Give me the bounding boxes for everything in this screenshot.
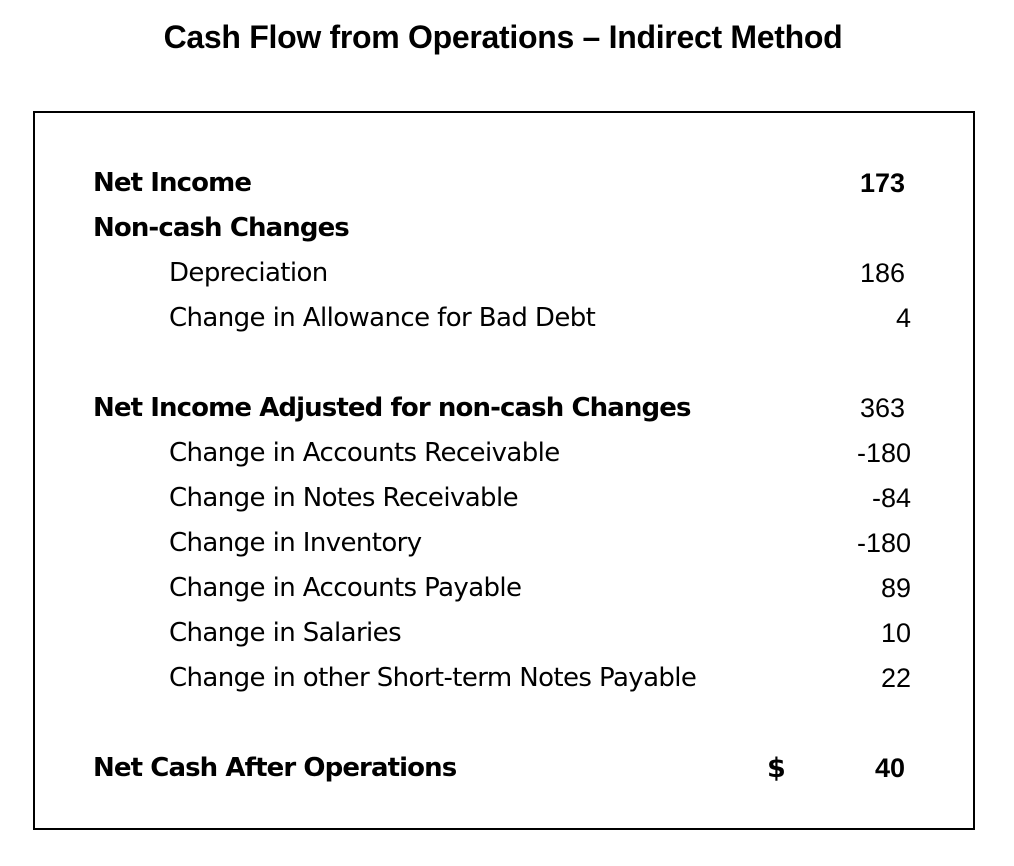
adjusted-net-income-value: 363 (859, 393, 905, 423)
inventory-row: Change in Inventory -180 (35, 521, 973, 566)
salaries-label: Change in Salaries (169, 618, 402, 648)
short-term-notes-label: Change in other Short-term Notes Payable (169, 663, 697, 693)
salaries-row: Change in Salaries 10 (35, 611, 973, 656)
notes-receivable-value: -84 (871, 483, 911, 513)
accounts-payable-value: 89 (880, 573, 911, 603)
page-title: Cash Flow from Operations – Indirect Met… (163, 19, 843, 55)
accounts-payable-label: Change in Accounts Payable (169, 573, 522, 603)
inventory-value: -180 (856, 528, 911, 558)
adjusted-net-income-row: Net Income Adjusted for non-cash Changes… (35, 386, 973, 431)
depreciation-value: 186 (859, 258, 905, 288)
bad-debt-value: 4 (895, 303, 911, 333)
net-income-value: 173 (859, 168, 905, 198)
depreciation-label: Depreciation (169, 258, 328, 288)
accounts-payable-row: Change in Accounts Payable 89 (35, 566, 973, 611)
accounts-receivable-row: Change in Accounts Receivable -180 (35, 431, 973, 476)
notes-receivable-label: Change in Notes Receivable (169, 483, 519, 513)
cash-flow-statement: Net Income 173 Non-cash Changes Deprecia… (33, 111, 975, 830)
net-cash-row: Net Cash After Operations $ 40 (35, 746, 973, 791)
currency-symbol: $ (767, 753, 786, 784)
notes-receivable-row: Change in Notes Receivable -84 (35, 476, 973, 521)
non-cash-header-label: Non-cash Changes (93, 213, 350, 243)
net-cash-value: 40 (874, 753, 905, 783)
bad-debt-label: Change in Allowance for Bad Debt (169, 303, 596, 333)
net-income-row: Net Income 173 (35, 161, 973, 206)
non-cash-header-row: Non-cash Changes (35, 206, 973, 251)
depreciation-row: Depreciation 186 (35, 251, 973, 296)
inventory-label: Change in Inventory (169, 528, 422, 558)
adjusted-net-income-label: Net Income Adjusted for non-cash Changes (93, 393, 691, 423)
net-cash-label: Net Cash After Operations (93, 753, 457, 783)
accounts-receivable-label: Change in Accounts Receivable (169, 438, 560, 468)
short-term-notes-value: 22 (880, 663, 911, 693)
bad-debt-row: Change in Allowance for Bad Debt 4 (35, 296, 973, 341)
net-income-label: Net Income (93, 168, 252, 198)
short-term-notes-row: Change in other Short-term Notes Payable… (35, 656, 973, 701)
accounts-receivable-value: -180 (856, 438, 911, 468)
salaries-value: 10 (880, 618, 911, 648)
